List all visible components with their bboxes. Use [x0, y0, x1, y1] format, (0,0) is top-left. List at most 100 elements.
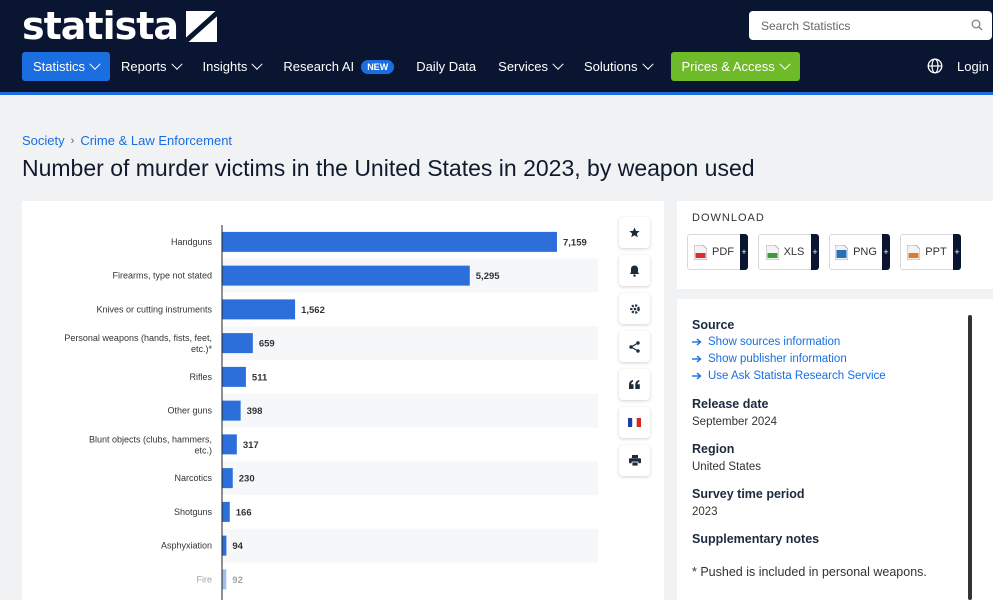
nav-label: Daily Data — [416, 59, 477, 74]
nav-reports[interactable]: Reports — [110, 52, 192, 81]
show-publisher-link[interactable]: Show publisher information — [692, 353, 847, 365]
nav-statistics[interactable]: Statistics — [22, 52, 111, 81]
share-icon — [629, 340, 640, 353]
language-button[interactable] — [619, 407, 650, 438]
cite-button[interactable] — [619, 369, 650, 400]
search-box[interactable] — [749, 11, 992, 40]
nav-insights[interactable]: Insights — [192, 52, 273, 81]
chart-card: Handguns 7,159 Firearms, type not stated 5,… — [22, 201, 664, 600]
chart-bar[interactable] — [222, 501, 230, 522]
chart-value-label: 7,159 — [563, 237, 587, 248]
png-file-icon — [835, 244, 849, 260]
nav-label: Services — [498, 59, 549, 74]
bar-chart: Handguns 7,159 Firearms, type not stated 5,… — [64, 225, 598, 600]
survey-period-value: 2023 — [692, 506, 718, 518]
breadcrumb-crime-law[interactable]: Crime & Law Enforcement — [80, 133, 233, 148]
supplementary-notes-value: * Pushed is included in personal weapons… — [692, 565, 927, 579]
chart-value-label: 659 — [259, 339, 275, 350]
download-label: PPT — [925, 246, 947, 258]
plus-icon: + — [953, 234, 961, 270]
page-title: Number of murder victims in the United S… — [22, 155, 755, 181]
chart-bar[interactable] — [222, 299, 296, 320]
arrow-right-icon — [692, 372, 702, 380]
chart-row-stripe — [222, 393, 598, 428]
chart-category-label: Knives or cutting instruments — [96, 304, 212, 314]
chart-bar[interactable] — [222, 231, 557, 252]
statista-logo[interactable]: statista — [22, 4, 218, 48]
chart-bar[interactable] — [222, 400, 241, 421]
top-navigation-bar: statista Statistics Reports Insights Res… — [0, 0, 993, 92]
globe-icon[interactable] — [927, 58, 943, 74]
chart-category-label: Narcotics — [174, 473, 212, 483]
new-badge: NEW — [361, 59, 395, 74]
chart-row-stripe — [222, 326, 598, 360]
print-icon — [628, 455, 641, 466]
arrow-right-icon — [692, 338, 702, 346]
download-title: DOWNLOAD — [692, 212, 765, 224]
chart-category-label: Asphyxiation — [161, 541, 212, 551]
nav-daily-data[interactable]: Daily Data — [405, 52, 487, 81]
breadcrumb-society[interactable]: Society — [22, 133, 65, 148]
chart-bar[interactable] — [222, 468, 233, 489]
favorite-button[interactable] — [619, 217, 650, 248]
nav-label: Prices & Access — [681, 59, 775, 74]
ppt-file-icon — [907, 244, 921, 260]
chart-value-label: 1,562 — [301, 305, 325, 316]
settings-button[interactable] — [619, 293, 650, 324]
chart-value-label: 92 — [232, 575, 243, 586]
login-link[interactable]: Login — [957, 59, 989, 74]
chart-bar[interactable] — [222, 434, 237, 455]
share-button[interactable] — [619, 331, 650, 362]
chevron-down-icon — [251, 58, 264, 70]
french-flag-icon — [628, 418, 641, 427]
breadcrumb: Society › Crime & Law Enforcement — [22, 133, 232, 148]
nav-services[interactable]: Services — [487, 52, 573, 81]
chart-bar[interactable] — [222, 265, 470, 286]
pdf-file-icon — [694, 244, 707, 260]
download-label: XLS — [783, 246, 805, 258]
download-pdf-button[interactable]: PDF + — [687, 234, 748, 270]
info-panel-scrollbar[interactable] — [968, 315, 972, 600]
nav-research-ai[interactable]: Research AI NEW — [272, 52, 405, 81]
download-ppt-button[interactable]: PPT + — [900, 234, 961, 270]
link-label: Show sources information — [708, 336, 841, 348]
chart-value-label: 166 — [236, 507, 252, 518]
supplementary-notes-heading: Supplementary notes — [692, 532, 820, 546]
download-png-button[interactable]: PNG + — [829, 234, 890, 270]
region-heading: Region — [692, 442, 735, 456]
search-icon[interactable] — [971, 19, 983, 31]
plus-icon: + — [811, 234, 819, 270]
chart-bar[interactable] — [222, 333, 253, 354]
chart-category-label: Other guns — [167, 406, 212, 416]
chevron-down-icon — [89, 58, 101, 70]
ask-research-service-link[interactable]: Use Ask Statista Research Service — [692, 370, 886, 382]
main-nav: Statistics Reports Insights Research AI … — [22, 52, 800, 81]
chart-category-label: Handguns — [171, 237, 213, 247]
release-date-heading: Release date — [692, 397, 769, 411]
nav-solutions[interactable]: Solutions — [573, 52, 662, 81]
chart-category-label: Personal weapons (hands, fists, feet, etc… — [64, 333, 212, 354]
source-heading: Source — [692, 318, 735, 332]
chart-value-label: 398 — [247, 406, 263, 417]
search-input[interactable] — [761, 18, 961, 33]
chevron-down-icon — [641, 58, 654, 70]
chart-bar[interactable] — [222, 569, 227, 590]
logo-text: statista — [22, 4, 179, 48]
show-sources-link[interactable]: Show sources information — [692, 336, 840, 348]
chart-bar[interactable] — [222, 366, 246, 387]
release-date-value: September 2024 — [692, 416, 778, 428]
link-label: Use Ask Statista Research Service — [708, 370, 886, 382]
chart-bar[interactable] — [222, 535, 227, 556]
link-label: Show publisher information — [708, 353, 847, 365]
print-button[interactable] — [619, 445, 650, 476]
nav-label: Statistics — [33, 59, 86, 74]
notification-button[interactable] — [619, 255, 650, 286]
download-xls-button[interactable]: XLS + — [758, 234, 819, 270]
chart-value-label: 511 — [252, 372, 268, 383]
nav-prices-access[interactable]: Prices & Access — [670, 52, 800, 81]
chart-category-label: Firearms, type not stated — [112, 271, 212, 281]
star-icon — [629, 227, 640, 238]
chevron-down-icon — [552, 58, 564, 70]
bell-icon — [629, 265, 640, 277]
chevron-down-icon — [170, 58, 183, 70]
